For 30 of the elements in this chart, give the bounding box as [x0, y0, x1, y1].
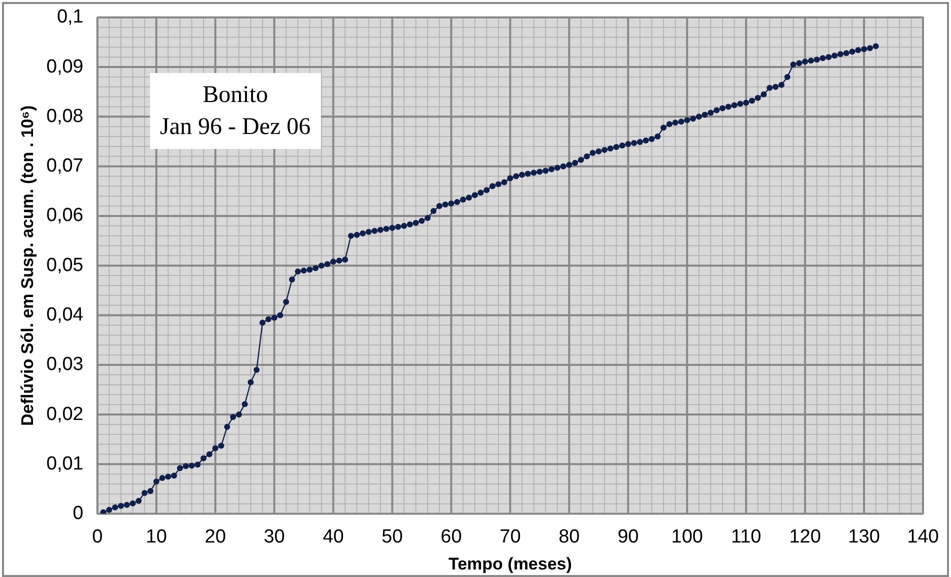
y-tick-label: 0	[72, 503, 84, 524]
y-tick-label: 0,07	[46, 156, 84, 177]
y-axis-title: Deflúvio Sól. em Susp. acum. (ton . 10⁶)	[18, 105, 37, 426]
y-tick-label: 0,08	[46, 106, 84, 127]
y-tick-label: 0,06	[46, 205, 84, 226]
text: Bonito	[202, 81, 269, 110]
x-tick-label: 50	[382, 526, 403, 548]
x-tick-label: 90	[618, 526, 639, 548]
x-tick-label: 40	[322, 526, 344, 548]
x-tick-label: 110	[730, 526, 762, 548]
y-tick-label: 0,09	[46, 56, 84, 78]
x-tick-label: 140	[907, 526, 939, 548]
y-tick-label: 0,1	[56, 6, 84, 28]
x-tick-label: 120	[789, 526, 821, 548]
x-tick-label: 20	[204, 526, 226, 548]
y-tick-label: 0,02	[46, 404, 84, 425]
text: Jan 96 - Dez 06	[160, 113, 311, 142]
x-axis-title: Tempo (meses)	[448, 554, 572, 574]
x-tick-label: 10	[146, 526, 167, 548]
y-tick-label: 0,04	[46, 304, 84, 326]
x-tick-label: 60	[440, 526, 462, 548]
x-tick-label: 30	[264, 526, 285, 548]
x-tick-label: 80	[558, 526, 580, 548]
x-tick-label: 130	[848, 526, 880, 548]
y-tick-label: 0,01	[46, 453, 84, 474]
x-tick-label: 100	[671, 526, 703, 548]
x-tick-label: 0	[92, 526, 103, 548]
y-tick-label: 0,05	[46, 254, 84, 276]
y-tick-label: 0,03	[46, 354, 84, 376]
x-tick-label: 70	[500, 526, 521, 548]
